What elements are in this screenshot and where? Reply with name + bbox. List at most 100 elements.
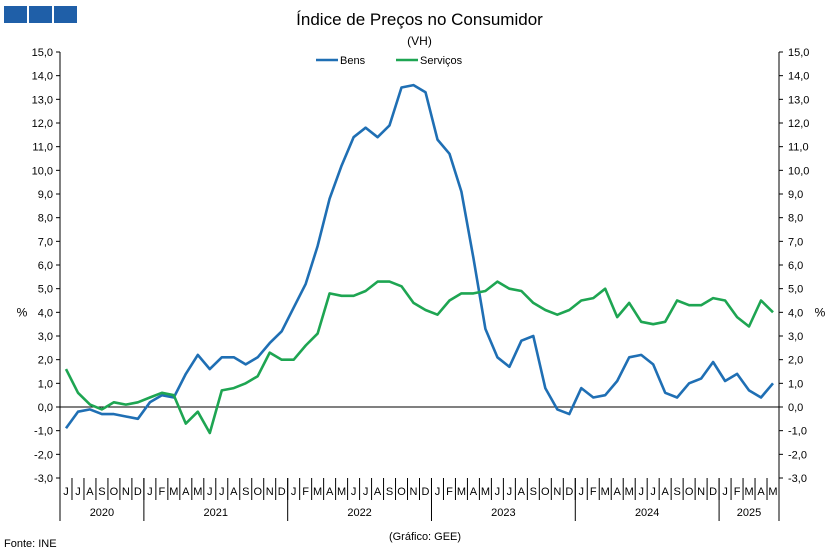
chart-source: Fonte: INE	[4, 538, 57, 550]
x-tick-label-month: D	[565, 486, 573, 498]
x-tick-label-month: J	[638, 486, 644, 498]
y-tick-label-right: 6,0	[788, 260, 803, 272]
y-tick-label-right: 13,0	[788, 94, 809, 106]
x-tick-label-year: 2022	[347, 507, 371, 519]
y-tick-label-left: 9,0	[38, 189, 53, 201]
y-tick-label-right: 5,0	[788, 284, 803, 296]
x-tick-label-year: 2023	[491, 507, 515, 519]
series-line-servicos	[64, 280, 774, 435]
x-tick-label-month: J	[507, 486, 513, 498]
y-tick-label-left: 12,0	[32, 118, 53, 130]
x-tick-label-month: M	[481, 486, 490, 498]
y-tick-label-right: 12,0	[788, 118, 809, 130]
x-tick-label-month: M	[625, 486, 634, 498]
chart-title: Índice de Preços no Consumidor	[296, 10, 543, 29]
x-tick-label-month: J	[363, 486, 369, 498]
x-tick-label-month: A	[757, 486, 765, 498]
y-tick-label-right: 15,0	[788, 47, 809, 59]
x-tick-label-month: O	[685, 486, 694, 498]
series-line-bens	[64, 83, 774, 430]
x-tick-label-month: J	[219, 486, 225, 498]
x-tick-label-month: A	[470, 486, 478, 498]
x-tick-label-month: S	[386, 486, 393, 498]
x-tick-label-month: D	[278, 486, 286, 498]
y-tick-label-left: 7,0	[38, 236, 53, 248]
y-tick-label-right: 9,0	[788, 189, 803, 201]
x-tick-label-month: M	[744, 486, 753, 498]
x-tick-label-month: S	[242, 486, 249, 498]
x-tick-label-month: S	[673, 486, 680, 498]
legend: Bens Serviços	[316, 55, 463, 67]
y-tick-label-left: 6,0	[38, 260, 53, 272]
x-tick-label-month: M	[601, 486, 610, 498]
x-tick-label-month: J	[722, 486, 728, 498]
y-tick-label-left: 2,0	[38, 355, 53, 367]
x-tick-label-month: M	[193, 486, 202, 498]
x-tick-label-month: J	[579, 486, 585, 498]
x-tick-label-month: F	[158, 486, 165, 498]
x-tick-label-year: 2025	[737, 507, 761, 519]
y-tick-label-right: -3,0	[788, 473, 807, 485]
x-tick-label-month: M	[768, 486, 777, 498]
x-tick-label-month: A	[326, 486, 334, 498]
x-tick-label-month: J	[75, 486, 81, 498]
x-tick-label-month: N	[266, 486, 274, 498]
y-tick-label-right: 7,0	[788, 236, 803, 248]
chart-credit: (Gráfico: GEE)	[388, 531, 462, 543]
y-tick-label-left: 11,0	[32, 142, 53, 154]
x-tick-label-month: J	[435, 486, 441, 498]
x-tick-label-month: M	[457, 486, 466, 498]
chart-subtitle: (VH)	[407, 34, 432, 48]
x-tick-label-month: D	[422, 486, 430, 498]
x-tick-label-month: O	[541, 486, 550, 498]
y-tick-label-left: 13,0	[32, 94, 53, 106]
x-tick-label-month: F	[590, 486, 597, 498]
y-tick-label-right: 8,0	[788, 213, 803, 225]
y-tick-label-right: 2,0	[788, 355, 803, 367]
y-tick-label-right: 10,0	[788, 165, 809, 177]
legend-label: Serviços	[420, 55, 463, 67]
y-tick-label-left: 0,0	[38, 402, 53, 414]
x-tick-label-year: 2021	[204, 507, 228, 519]
x-tick-label-month: F	[302, 486, 309, 498]
x-tick-label-month: A	[614, 486, 622, 498]
y-tick-label-left: -3,0	[34, 473, 53, 485]
x-tick-label-month: A	[518, 486, 526, 498]
logo-block	[29, 6, 52, 23]
x-tick-label-year: 2020	[90, 507, 114, 519]
x-tick-label-month: S	[530, 486, 537, 498]
x-tick-label-month: M	[337, 486, 346, 498]
x-tick-label-month: M	[169, 486, 178, 498]
x-tick-label-month: J	[291, 486, 297, 498]
x-tick-label-month: J	[650, 486, 656, 498]
y-tick-label-right: 1,0	[788, 378, 803, 390]
x-tick-label-month: F	[446, 486, 453, 498]
y-tick-label-left: 4,0	[38, 307, 53, 319]
chart-axes	[56, 51, 783, 521]
x-tick-label-month: N	[122, 486, 130, 498]
y-tick-label-left: -1,0	[34, 426, 53, 438]
x-tick-label-month: J	[351, 486, 357, 498]
y-axis-right-labels: 15,0 14,0 13,0 12,0 11,0 10,0 9,0 8,0 7,0 6,0 5,0 4…	[788, 47, 809, 485]
y-tick-label-right: -2,0	[788, 449, 807, 461]
series-lines	[64, 83, 774, 435]
x-tick-label-month: M	[313, 486, 322, 498]
x-tick-label-month: N	[553, 486, 561, 498]
logo-block	[4, 6, 27, 23]
y-tick-label-left: -2,0	[34, 449, 53, 461]
x-tick-label-month: J	[495, 486, 501, 498]
ine-logo-icon	[4, 6, 77, 23]
x-tick-label-month: A	[374, 486, 382, 498]
x-tick-label-month: S	[98, 486, 105, 498]
y-tick-label-left: 15,0	[32, 47, 53, 59]
y-tick-label-left: 14,0	[32, 71, 53, 83]
y-tick-label-right: 14,0	[788, 71, 809, 83]
x-tick-label-month: O	[253, 486, 262, 498]
y-tick-label-left: 5,0	[38, 284, 53, 296]
y-tick-label-right: 11,0	[788, 142, 809, 154]
x-tick-label-month: J	[207, 486, 213, 498]
legend-label: Bens	[340, 55, 366, 67]
x-tick-label-month: J	[63, 486, 69, 498]
